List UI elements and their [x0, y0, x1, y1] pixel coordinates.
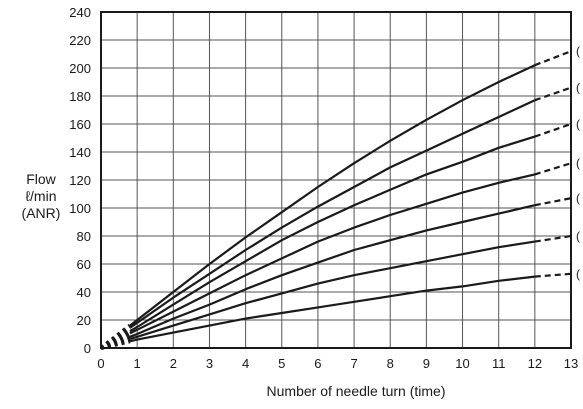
y-tick-label: 20	[77, 313, 91, 328]
y-axis-title: Flow ℓ/min (ANR)	[22, 171, 61, 221]
series-extension-dashed-line	[534, 197, 572, 207]
series-extension-dashed-line	[534, 86, 572, 102]
x-tick-label: 5	[278, 356, 285, 371]
x-tick-label: 13	[564, 356, 578, 371]
y-tick-label: 240	[69, 5, 91, 20]
y-tick-label: 220	[69, 33, 91, 48]
y-tick-label: 60	[77, 257, 91, 272]
series-end-label: (	[576, 229, 580, 243]
y-tick-label: 180	[69, 89, 91, 104]
series-end-label: (	[576, 81, 580, 95]
series-end-label: (	[576, 44, 580, 58]
x-tick-label: 0	[97, 356, 104, 371]
series-line	[129, 173, 536, 335]
series-line	[129, 204, 536, 338]
series-line	[129, 64, 536, 327]
x-tick-label: 8	[387, 356, 394, 371]
series-start-dashed-line	[99, 324, 132, 350]
y-axis-title-line: (ANR)	[22, 205, 61, 221]
x-tick-label: 9	[423, 356, 430, 371]
series-end-label: (	[576, 267, 580, 281]
y-tick-label: 120	[69, 173, 91, 188]
x-tick-label: 2	[170, 356, 177, 371]
y-tick-label: 0	[84, 341, 91, 356]
x-tick-label: 4	[242, 356, 249, 371]
series-end-label: (	[576, 191, 580, 205]
x-tick-labels: 0 1 2 3 4 5 6 7 8 9 10 11 12 13	[97, 356, 578, 371]
y-tick-label: 140	[69, 145, 91, 160]
y-axis-title-line: Flow	[26, 171, 56, 187]
y-tick-label: 200	[69, 61, 91, 76]
series-line	[129, 240, 535, 341]
series-end-label: (	[576, 156, 580, 170]
series-layer	[99, 50, 572, 350]
series-extension-dashed-line	[534, 122, 572, 138]
series-line	[129, 135, 536, 333]
y-tick-labels: 0 20 40 60 80 100 120 140 160 180 200 220 240	[69, 5, 91, 356]
series-extension-dashed-line	[534, 272, 572, 278]
y-tick-label: 100	[69, 201, 91, 216]
x-tick-label: 7	[350, 356, 357, 371]
y-tick-label: 80	[77, 229, 91, 244]
x-tick-label: 11	[492, 356, 506, 371]
series-extension-dashed-line	[534, 162, 572, 176]
series-extension-dashed-line	[534, 50, 572, 67]
series-extension-dashed-line	[534, 234, 572, 243]
plot-frame	[100, 11, 572, 349]
x-tick-label: 10	[455, 356, 469, 371]
x-tick-label: 1	[134, 356, 141, 371]
series-end-label: (	[576, 117, 580, 131]
x-tick-label: 6	[314, 356, 321, 371]
series-line	[129, 275, 535, 343]
x-tick-label: 3	[206, 356, 213, 371]
x-tick-label: 12	[528, 356, 542, 371]
series-end-labels: ( ( ( ( ( ( (	[576, 44, 580, 281]
y-tick-label: 160	[69, 117, 91, 132]
y-tick-label: 40	[77, 285, 91, 300]
series-line	[129, 99, 536, 329]
x-axis-title: Number of needle turn (time)	[267, 383, 446, 399]
y-axis-title-line: ℓ/min	[26, 188, 57, 204]
